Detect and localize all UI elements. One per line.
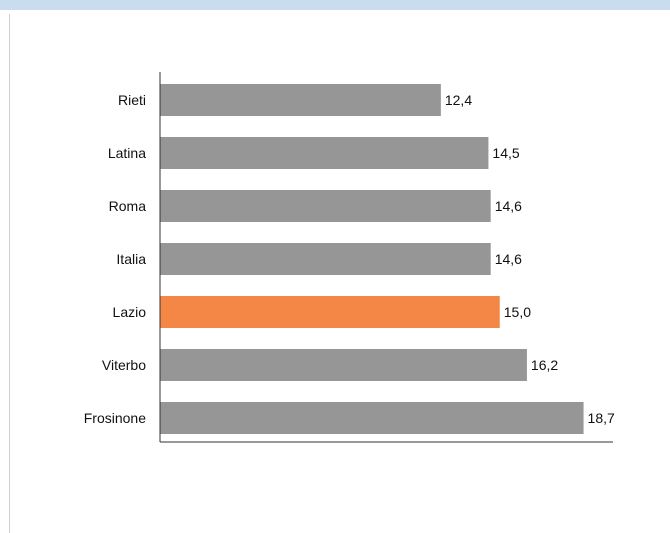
category-label-rieti: Rieti [118,92,146,108]
value-label-italia: 14,6 [495,251,522,267]
top-band [0,0,670,10]
value-label-lazio: 15,0 [504,304,531,320]
bar-lazio [160,296,500,328]
category-label-roma: Roma [109,198,147,214]
value-label-rieti: 12,4 [445,92,472,108]
bar-roma [160,190,491,222]
bar-rieti [160,84,441,116]
bar-frosinone [160,402,584,434]
left-rule [9,14,10,533]
bar-viterbo [160,349,527,381]
value-label-latina: 14,5 [492,145,519,161]
bar-latina [160,137,489,169]
value-label-frosinone: 18,7 [588,410,615,426]
category-label-latina: Latina [108,145,146,161]
value-label-viterbo: 16,2 [531,357,558,373]
category-label-frosinone: Frosinone [84,410,146,426]
bar-italia [160,243,491,275]
value-label-roma: 14,6 [495,198,522,214]
category-label-italia: Italia [116,251,146,267]
category-label-viterbo: Viterbo [102,357,146,373]
category-label-lazio: Lazio [113,304,147,320]
